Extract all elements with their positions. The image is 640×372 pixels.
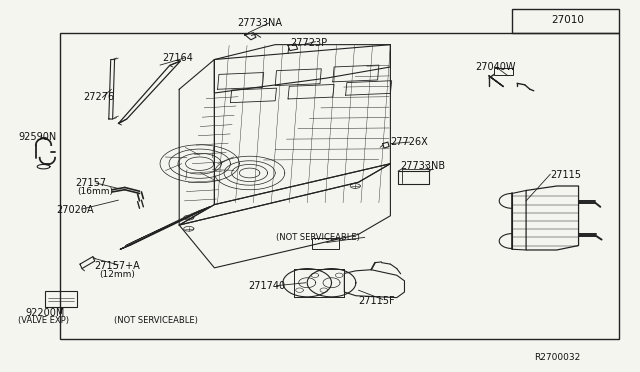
Text: 92590N: 92590N (18, 132, 56, 142)
Text: 92200M: 92200M (26, 308, 65, 318)
Text: (VALVE EXP): (VALVE EXP) (18, 316, 69, 325)
Text: (16mm): (16mm) (77, 187, 113, 196)
Text: 27020A: 27020A (56, 205, 94, 215)
Bar (398, 171, 429, 184)
Text: (NOT SERVICEABLE): (NOT SERVICEABLE) (276, 233, 360, 242)
Text: 27726X: 27726X (390, 137, 428, 147)
Bar (45, 291, 77, 307)
Text: 27157: 27157 (76, 178, 107, 188)
Text: 27276: 27276 (83, 93, 115, 102)
Text: 27157+A: 27157+A (95, 261, 140, 271)
Text: 27723P: 27723P (290, 38, 327, 48)
Text: 27115F: 27115F (358, 296, 395, 305)
Bar (512, 9, 619, 33)
Bar (494, 68, 513, 75)
Text: R2700032: R2700032 (534, 353, 580, 362)
Bar (60, 33, 619, 339)
Bar (312, 238, 339, 249)
Text: (12mm): (12mm) (99, 270, 135, 279)
Text: 27164: 27164 (162, 53, 193, 62)
Text: 27010: 27010 (552, 16, 584, 25)
Text: (NOT SERVICEABLE): (NOT SERVICEABLE) (114, 316, 198, 325)
Text: 27733NB: 27733NB (400, 161, 445, 170)
Text: 271740: 271740 (248, 281, 285, 291)
Text: 27115: 27115 (550, 170, 581, 180)
Text: 27040W: 27040W (475, 62, 515, 72)
Text: 27733NA: 27733NA (237, 18, 282, 28)
